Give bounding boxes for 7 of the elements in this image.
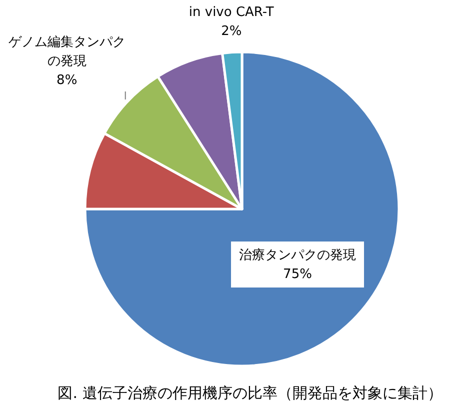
slice-label: 治療タンパクの発現 <box>239 248 356 264</box>
text: 図. 遺伝子治療の作用機序の比率（開発品を対象に集計） <box>58 384 442 402</box>
data-label: 2% <box>221 24 242 40</box>
slice-label: in vivo CAR-T <box>188 5 274 20</box>
slice-label: ゲノム編集タンパクの発現 <box>8 35 126 70</box>
data-label: 75% <box>283 267 312 282</box>
data-label: 8% <box>56 73 78 88</box>
